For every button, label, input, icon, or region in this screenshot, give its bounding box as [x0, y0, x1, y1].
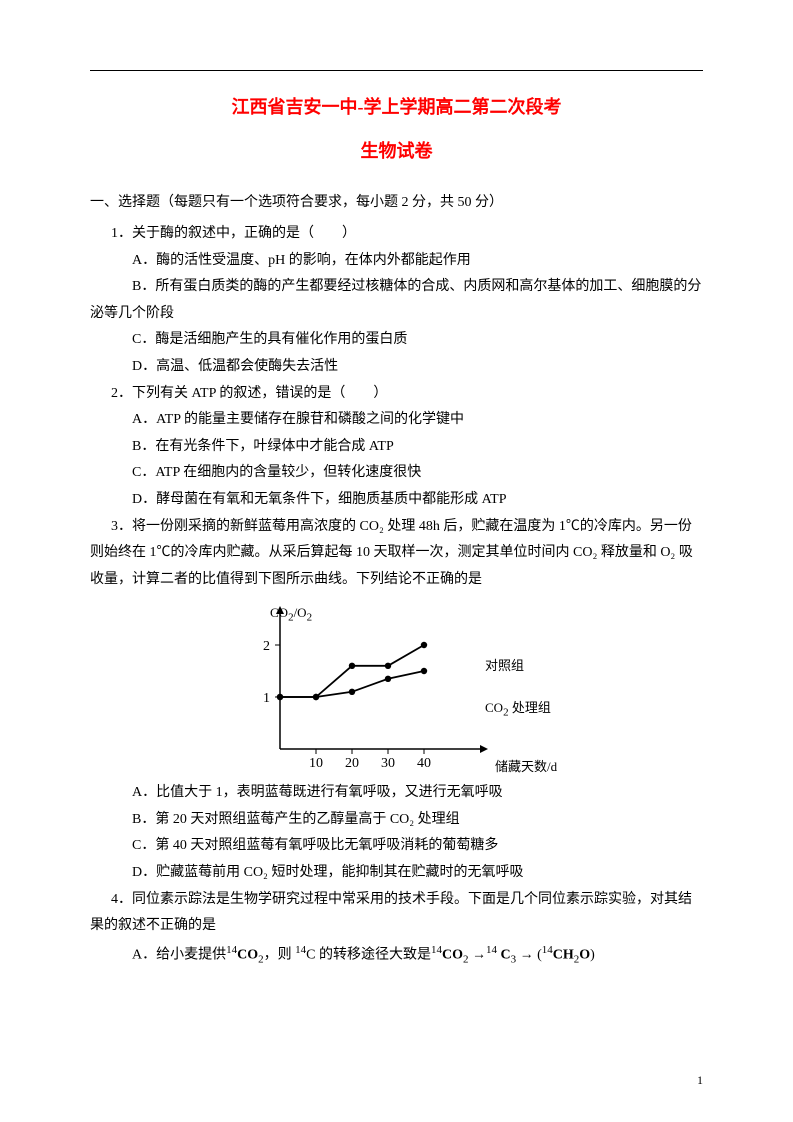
q2-stem: 2．下列有关 ATP 的叙述，错误的是（ ）: [90, 381, 703, 408]
q1-opt-d: D．高温、低温都会使酶失去活性: [90, 354, 703, 381]
q2-opt-d: D．酵母菌在有氧和无氧条件下，细胞质基质中都能形成 ATP: [90, 487, 703, 514]
y-axis-label: CO2/O2: [270, 601, 312, 628]
q3-opt-b: B．第 20 天对照组蓝莓产生的乙醇量高于 CO₂ 处理组: [90, 807, 703, 834]
title-block: 江西省吉安一中-学上学期高二第二次段考 生物试卷: [90, 90, 703, 168]
series-label-top: 对照组: [485, 654, 524, 679]
q4-opt-a: A．给小麦提供14CO2，则 14C 的转移途径大致是14CO2 →14 C3 …: [90, 940, 703, 970]
q3-opt-d: D．贮藏蓝莓前用 CO₂ 短时处理，能抑制其在贮藏时的无氧呼吸: [90, 860, 703, 887]
svg-text:1: 1: [263, 691, 270, 706]
x-axis-label: 储藏天数/d: [495, 755, 557, 780]
q1-opt-a: A．酶的活性受温度、pH 的影响，在体内外都能起作用: [90, 248, 703, 275]
section-heading: 一、选择题（每题只有一个选项符合要求，每小题 2 分，共 50 分）: [90, 190, 703, 217]
q2-opt-a: A．ATP 的能量主要储存在腺苷和磷酸之间的化学键中: [90, 407, 703, 434]
svg-text:30: 30: [381, 756, 395, 771]
q1-opt-c: C．酶是活细胞产生的具有催化作用的蛋白质: [90, 327, 703, 354]
chart-container: 1210203040 CO2/O2 对照组 CO2 处理组 储藏天数/d: [240, 599, 570, 774]
top-rule: [90, 70, 703, 71]
q3-opt-c: C．第 40 天对照组蓝莓有氧呼吸比无氧呼吸消耗的葡萄糖多: [90, 833, 703, 860]
q1-stem: 1．关于酶的叙述中，正确的是（ ）: [90, 221, 703, 248]
svg-text:20: 20: [345, 756, 359, 771]
svg-text:2: 2: [263, 639, 270, 654]
q3-stem: 3．将一份刚采摘的新鲜蓝莓用高浓度的 CO₂ 处理 48h 后，贮藏在温度为 1…: [90, 514, 703, 594]
q2-opt-c: C．ATP 在细胞内的含量较少，但转化速度很快: [90, 460, 703, 487]
svg-text:10: 10: [309, 756, 323, 771]
page-number: 1: [697, 1069, 703, 1092]
svg-text:40: 40: [417, 756, 431, 771]
title-line1: 江西省吉安一中-学上学期高二第二次段考: [90, 90, 703, 124]
q2-opt-b: B．在有光条件下，叶绿体中才能合成 ATP: [90, 434, 703, 461]
q3-opt-a: A．比值大于 1，表明蓝莓既进行有氧呼吸，又进行无氧呼吸: [90, 780, 703, 807]
q4-stem: 4．同位素示踪法是生物学研究过程中常采用的技术手段。下面是几个同位素示踪实验，对…: [90, 887, 703, 940]
q1-opt-b: B．所有蛋白质类的酶的产生都要经过核糖体的合成、内质网和高尔基体的加工、细胞膜的…: [90, 274, 703, 327]
series-label-bottom: CO2 处理组: [485, 696, 551, 723]
title-line2: 生物试卷: [90, 134, 703, 168]
